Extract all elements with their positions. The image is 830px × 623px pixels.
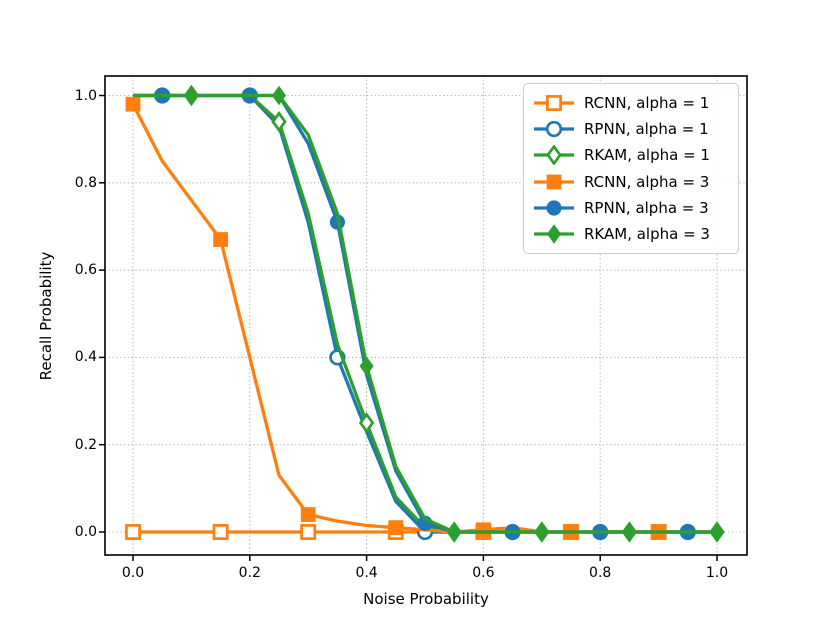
y-tick-label: 0.0 (74, 524, 97, 540)
legend: RCNN, alpha = 1 RPNN, alpha = 1 RKAM, alph… (523, 83, 739, 255)
diamond-marker (271, 110, 287, 133)
legend-entry: RKAM, alpha = 1 (533, 142, 730, 168)
x-tick-label: 0.4 (355, 565, 378, 581)
square-marker (125, 96, 141, 112)
circle-marker (545, 121, 563, 138)
series-line (133, 93, 717, 534)
legend-swatch (534, 95, 574, 112)
diamond-marker (546, 145, 562, 166)
diamond-marker (271, 85, 287, 106)
circle-marker (546, 200, 562, 216)
legend-label: RKAM, alpha = 1 (584, 146, 710, 165)
x-tick-label: 0.6 (472, 565, 495, 581)
y-axis-title: Recall Probability (37, 251, 55, 381)
square-marker (475, 522, 491, 538)
legend-entry: RPNN, alpha = 1 (533, 116, 730, 142)
legend-label: RPNN, alpha = 3 (584, 198, 709, 217)
axis-ticks (99, 94, 718, 561)
legend-label: RPNN, alpha = 1 (584, 120, 709, 139)
diamond-marker (534, 522, 549, 542)
diamond-marker (709, 522, 725, 542)
diamond-marker (184, 85, 199, 106)
plot-border (104, 75, 748, 556)
square-marker (300, 524, 317, 540)
legend-label: RCNN, alpha = 1 (584, 94, 710, 113)
legend-entry: RCNN, alpha = 1 (533, 90, 730, 116)
legend-entry: RCNN, alpha = 3 (533, 169, 730, 195)
legend-entry: RPNN, alpha = 3 (533, 195, 730, 221)
square-marker (300, 507, 316, 522)
diamond-marker (546, 224, 562, 244)
x-tick-label: 0.0 (121, 565, 145, 581)
y-tick-label: 0.8 (74, 174, 97, 191)
series-rkam-alpha-3 (133, 85, 725, 542)
legend-swatch (534, 121, 574, 138)
square-marker (546, 174, 562, 190)
y-tick-label: 0.2 (74, 436, 97, 453)
legend-swatch (534, 200, 574, 216)
diamond-marker (622, 522, 637, 542)
legend-entry: RKAM, alpha = 3 (533, 221, 730, 247)
square-marker (125, 524, 141, 540)
diamond-marker (358, 412, 375, 434)
diamond-marker (447, 522, 462, 542)
legend-swatch (534, 145, 574, 166)
x-tick-label: 1.0 (705, 565, 729, 581)
y-tick-label: 1.0 (74, 87, 97, 104)
legend-swatch (534, 224, 574, 244)
legend-label: RKAM, alpha = 3 (584, 225, 710, 244)
square-marker (546, 95, 562, 112)
axes-spines (104, 75, 748, 556)
x-tick-label: 0.2 (238, 565, 261, 581)
y-tick-label: 0.4 (74, 349, 97, 366)
legend-label: RCNN, alpha = 3 (584, 172, 710, 191)
x-tick-label: 0.8 (589, 565, 612, 581)
square-marker (388, 520, 404, 536)
y-tick-label: 0.6 (74, 262, 97, 279)
diamond-marker (359, 356, 374, 376)
legend-swatch (534, 174, 574, 190)
series-lines (125, 84, 725, 543)
square-marker (213, 232, 228, 247)
square-marker (212, 524, 229, 540)
x-axis-title: Noise Probability (363, 590, 489, 608)
